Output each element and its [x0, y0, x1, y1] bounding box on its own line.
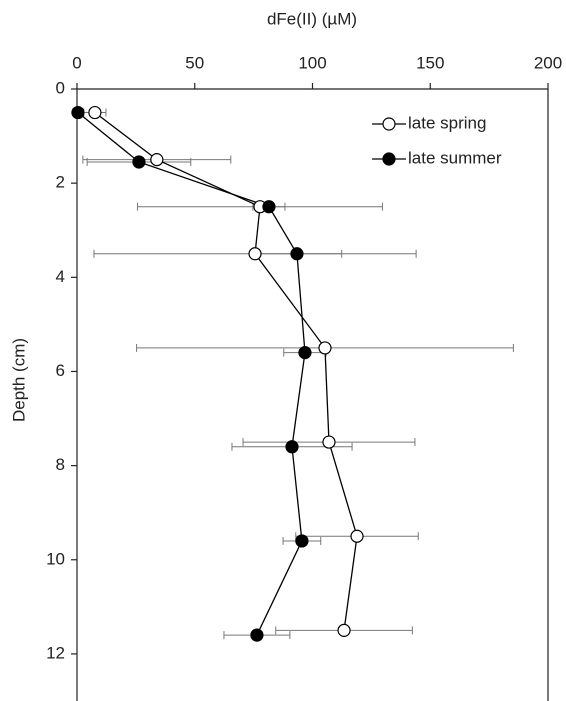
- data-point: [295, 534, 309, 548]
- y-tick-label: 0: [56, 78, 65, 97]
- y-tick-label: 2: [56, 173, 65, 192]
- data-point: [337, 623, 351, 637]
- legend-marker: [382, 152, 396, 166]
- y-tick-label: 4: [56, 267, 65, 286]
- data-point: [318, 341, 332, 355]
- legend-label: late summer: [408, 148, 502, 167]
- data-point: [290, 247, 304, 261]
- data-point: [150, 153, 164, 167]
- data-point: [322, 435, 336, 449]
- x-tick-label: 50: [185, 53, 204, 72]
- y-tick-label: 10: [46, 549, 65, 568]
- data-point: [71, 105, 85, 120]
- data-point: [88, 105, 102, 120]
- x-axis-label: dFe(II) (µM): [267, 9, 357, 28]
- x-tick-label: 150: [416, 53, 444, 72]
- x-tick-label: 100: [298, 53, 326, 72]
- series-line: [77, 112, 306, 636]
- data-point: [285, 440, 299, 454]
- legend-marker: [382, 117, 396, 131]
- y-tick-label: 6: [56, 361, 65, 380]
- series-line: [94, 112, 358, 631]
- data-point: [350, 529, 364, 543]
- data-point: [298, 346, 312, 360]
- x-tick-label: 200: [534, 53, 562, 72]
- data-point: [250, 628, 264, 642]
- y-tick-label: 8: [56, 455, 65, 474]
- x-tick-label: 0: [72, 53, 81, 72]
- data-point: [132, 155, 146, 169]
- y-tick-label: 12: [46, 643, 65, 662]
- data-point: [248, 247, 262, 261]
- legend-label: late spring: [408, 113, 486, 132]
- data-point: [262, 200, 276, 214]
- y-axis-label: Depth (cm): [9, 338, 28, 422]
